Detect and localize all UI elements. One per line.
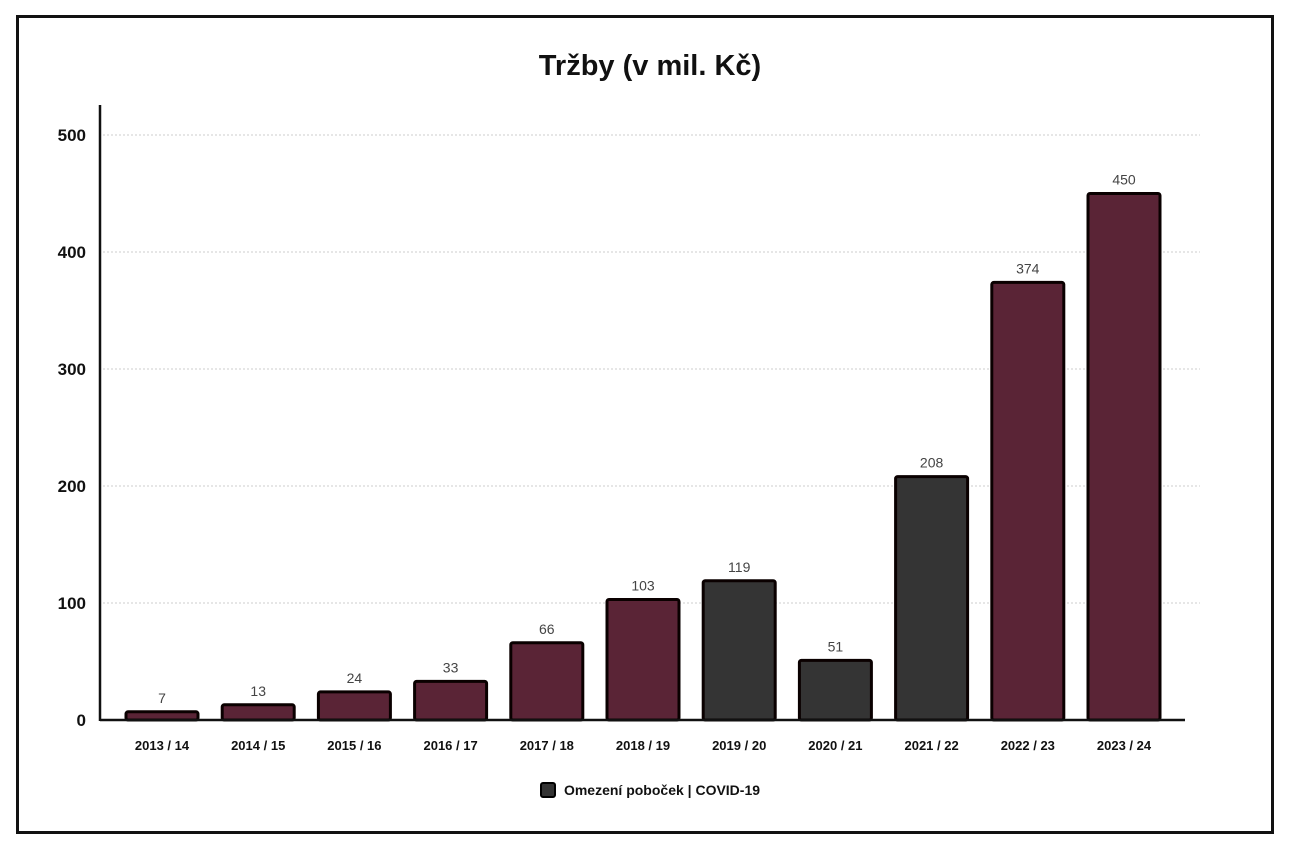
data-label: 450 (1112, 172, 1136, 188)
x-tick-label: 2018 / 19 (616, 738, 670, 753)
x-tick-label: 2023 / 24 (1097, 738, 1152, 753)
y-tick-label: 200 (58, 477, 86, 496)
chart-frame (16, 15, 1274, 834)
data-label: 7 (158, 690, 166, 706)
bar (1086, 192, 1162, 722)
y-tick-label: 400 (58, 243, 86, 262)
bar (990, 280, 1066, 722)
data-label: 103 (631, 577, 655, 593)
bar (413, 679, 489, 722)
y-tick-label: 500 (58, 126, 86, 145)
data-label: 119 (728, 559, 751, 575)
data-label: 51 (828, 638, 844, 654)
x-tick-label: 2015 / 16 (327, 738, 381, 753)
x-tick-label: 2013 / 14 (135, 738, 190, 753)
x-tick-label: 2022 / 23 (1001, 738, 1055, 753)
y-tick-label: 0 (77, 711, 86, 730)
x-tick-label: 2020 / 21 (808, 738, 862, 753)
bar (894, 475, 970, 722)
legend-label: Omezení poboček | COVID-19 (563, 782, 761, 798)
y-tick-label: 300 (58, 360, 86, 379)
bar (701, 579, 777, 722)
legend-swatch (539, 782, 556, 798)
x-tick-label: 2017 / 18 (520, 738, 574, 753)
x-tick-label: 2019 / 20 (712, 738, 766, 753)
legend: Omezení poboček | COVID-19 (0, 782, 1300, 798)
x-tick-label: 2021 / 22 (904, 738, 958, 753)
x-tick-label: 2016 / 17 (423, 738, 477, 753)
y-tick-label: 100 (58, 594, 86, 613)
bar (605, 597, 681, 722)
bar (220, 703, 296, 722)
bar (316, 690, 392, 722)
x-tick-label: 2014 / 15 (231, 738, 285, 753)
data-label: 24 (347, 670, 363, 686)
bar (797, 658, 873, 722)
bar (509, 641, 585, 722)
data-label: 66 (539, 621, 555, 637)
data-label: 33 (443, 659, 459, 675)
data-label: 13 (250, 683, 266, 699)
data-label: 208 (920, 455, 944, 471)
data-label: 374 (1016, 260, 1040, 276)
chart-title: Tržby (v mil. Kč) (538, 50, 762, 82)
